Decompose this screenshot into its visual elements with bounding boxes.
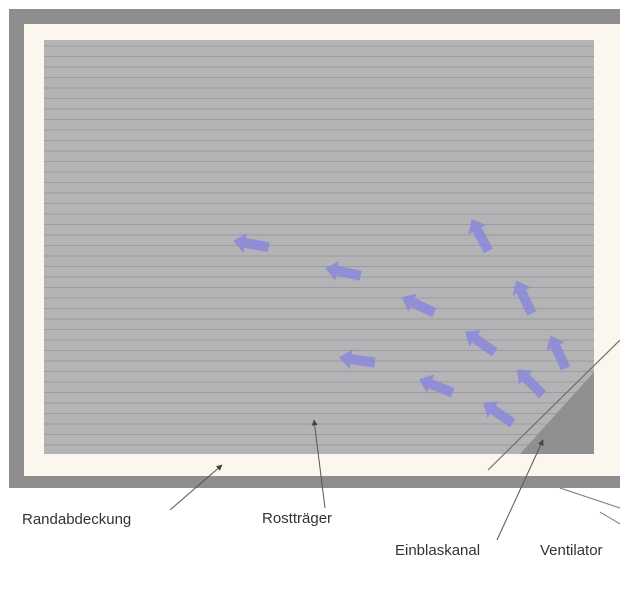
leader-ventilator-b (599, 511, 620, 525)
leader-ventilator-a (559, 487, 620, 509)
airflow-arrow (517, 369, 547, 399)
grate-area (44, 40, 594, 454)
airflow-arrow (546, 335, 571, 371)
airflow-arrow (512, 280, 537, 316)
label-rosttraeger: Rostträger (262, 510, 333, 527)
injection-duct (520, 372, 594, 454)
leader-rosttraeger (311, 419, 326, 509)
airflow-arrow (401, 293, 437, 318)
airflow-arrow (483, 401, 516, 428)
label-einblaskanal: Einblaskanal (395, 542, 481, 559)
label-ventilator: Ventilator (540, 542, 603, 559)
airflow-arrows (233, 219, 571, 428)
airflow-arrow (325, 260, 362, 281)
airflow-arrow (468, 219, 493, 254)
airflow-arrow (465, 330, 498, 357)
airflow-arrow (419, 374, 455, 398)
leader-randabdeckung (169, 464, 223, 511)
duct-edge (487, 339, 620, 471)
grate-slats (44, 45, 594, 446)
leader-einblaskanal (496, 439, 544, 541)
airflow-arrow (339, 349, 376, 370)
label-randabdeckung: Randabdeckung (22, 511, 132, 528)
airflow-arrow (233, 233, 270, 253)
